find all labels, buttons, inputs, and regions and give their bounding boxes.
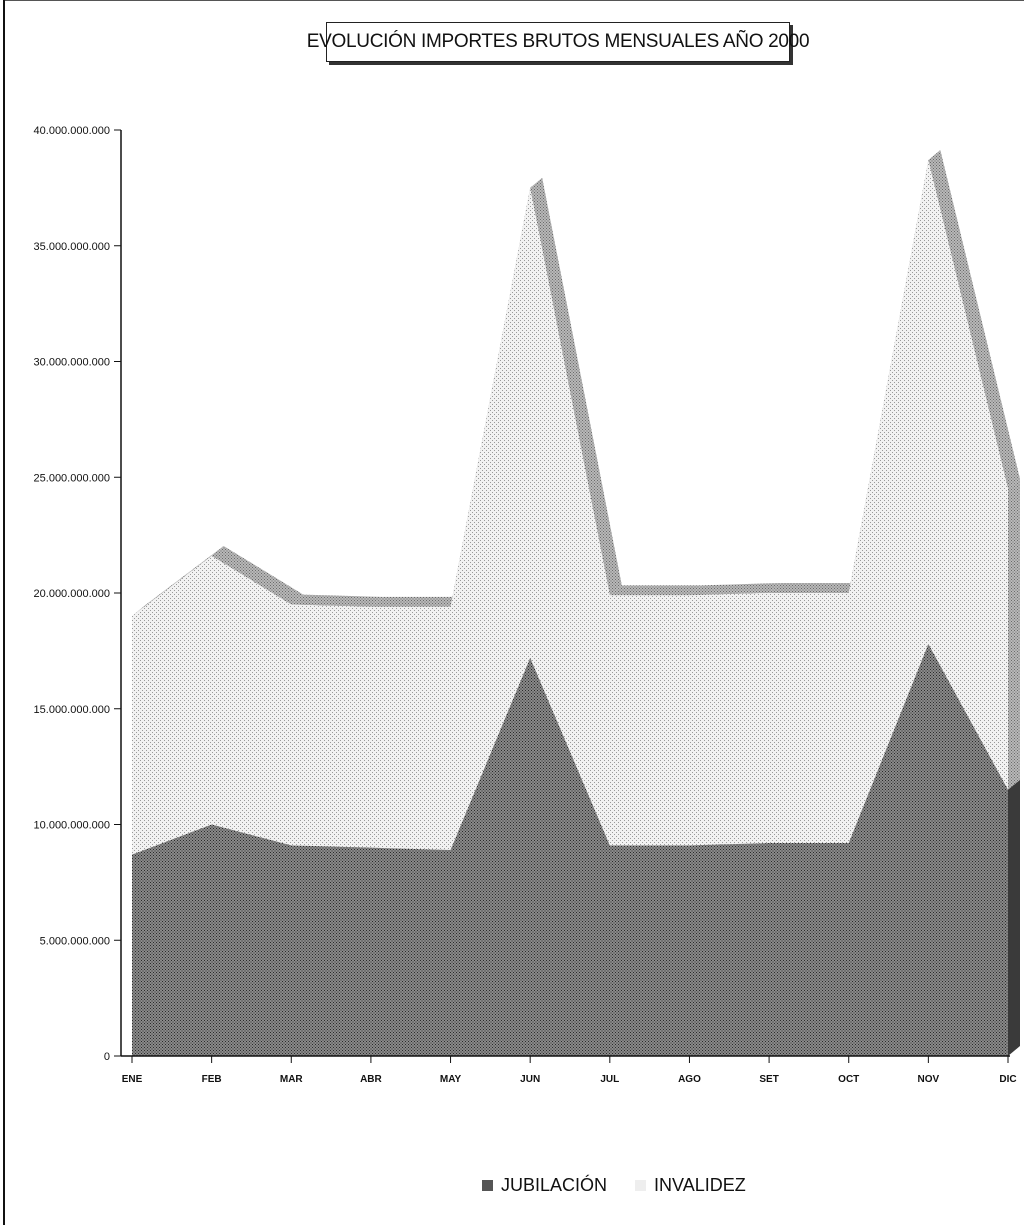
x-tick-label: ENE (122, 1074, 143, 1085)
y-tick-label: 30.000.000.000 (34, 357, 110, 369)
y-tick-label: 20.000.000.000 (34, 588, 110, 600)
ridge-segment-ene (132, 545, 224, 617)
y-tick-label: 15.000.000.000 (34, 704, 110, 716)
x-tick-label: MAY (440, 1074, 462, 1085)
y-tick-label: 25.000.000.000 (34, 472, 110, 484)
frame-top-border (3, 0, 1024, 1)
y-tick-label: 5.000.000.000 (40, 935, 110, 947)
x-tick-label: JUN (520, 1074, 540, 1085)
x-tick-label: MAR (280, 1074, 304, 1085)
ridge-segment-ago (689, 583, 782, 596)
x-tick-label: AGO (678, 1074, 701, 1085)
x-tick-label: JUL (600, 1074, 619, 1085)
y-tick-label: 35.000.000.000 (34, 241, 110, 253)
chart-legend: JUBILACIÓN INVALIDEZ (482, 1175, 746, 1196)
series-area-jubilacion (132, 643, 1008, 1056)
legend-swatch-jubilacion (482, 1180, 493, 1191)
x-tick-label: SET (759, 1074, 778, 1085)
x-tick-label: NOV (918, 1074, 940, 1085)
legend-label-invalidez: INVALIDEZ (654, 1175, 746, 1195)
y-tick-label: 40.000.000.000 (34, 125, 110, 137)
ridge-segment-mar (291, 594, 383, 607)
x-tick-label: OCT (838, 1074, 859, 1085)
frame-left-border (3, 0, 5, 1225)
depth-face-jubilacion (1008, 779, 1020, 1056)
ridge-segment-jun (530, 177, 622, 596)
ridge-segment-jul (609, 585, 702, 596)
depth-face-invalidez (1008, 478, 1020, 790)
legend-swatch-invalidez (635, 1180, 647, 1191)
ridge-segment-nov (928, 150, 1020, 489)
legend-label-jubilacion: JUBILACIÓN (501, 1175, 608, 1195)
x-tick-label: DIC (999, 1074, 1016, 1085)
ridge-segment-abr (370, 596, 463, 607)
series-area-invalidez (132, 160, 1008, 855)
x-tick-label: FEB (202, 1074, 222, 1085)
ridge-segment-set (769, 583, 861, 593)
chart-title: EVOLUCIÓN IMPORTES BRUTOS MENSUALES AÑO … (307, 22, 810, 62)
ridge-segment-feb (211, 545, 304, 605)
x-tick-label: ABR (360, 1074, 382, 1085)
y-tick-label: 10.000.000.000 (34, 820, 110, 832)
y-tick-label: 0 (104, 1051, 110, 1063)
